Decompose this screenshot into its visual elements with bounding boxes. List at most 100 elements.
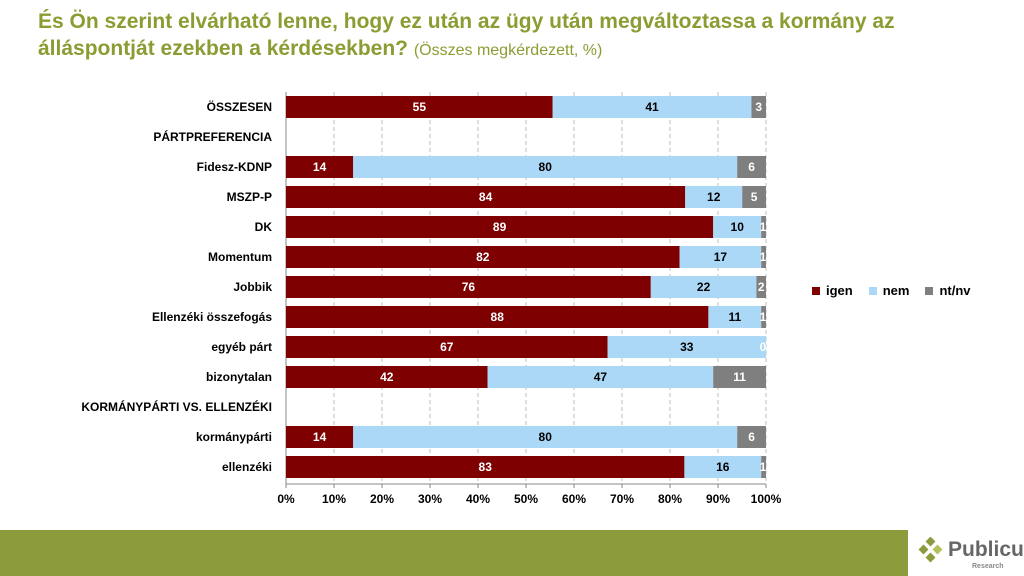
x-tick-label: 20% xyxy=(370,492,394,506)
category-label: kormánypárti xyxy=(196,430,272,444)
bar-ntnv xyxy=(761,246,766,268)
x-tick-label: 0% xyxy=(277,492,295,506)
legend-label: nt/nv xyxy=(939,283,971,298)
data-label: 14 xyxy=(313,430,327,444)
legend-swatch xyxy=(868,286,877,295)
data-label: 1 xyxy=(760,310,767,324)
bar-igen xyxy=(286,456,685,478)
legend-item: nem xyxy=(868,283,910,298)
bar-nem xyxy=(684,456,762,478)
bar-nem xyxy=(708,306,762,328)
data-label: 11 xyxy=(728,310,741,324)
data-label: 1 xyxy=(760,460,767,474)
category-label: Ellenzéki összefogás xyxy=(152,310,272,324)
bar-igen xyxy=(286,96,553,118)
bar-nem xyxy=(650,276,757,298)
bar-nem xyxy=(607,336,766,358)
bar-nem xyxy=(487,366,714,388)
bar-nem xyxy=(552,96,752,118)
logo-diamonds-icon xyxy=(918,537,943,563)
data-label: 84 xyxy=(479,190,493,204)
data-label: 33 xyxy=(680,340,694,354)
category-label: Jobbik xyxy=(233,280,272,294)
legend-label: nem xyxy=(882,283,910,298)
data-label: 1 xyxy=(760,220,767,234)
data-label: 16 xyxy=(716,460,730,474)
category-label: DK xyxy=(255,220,273,234)
bar-ntnv xyxy=(756,276,766,298)
bar-nem xyxy=(679,246,762,268)
data-label: 12 xyxy=(707,190,721,204)
data-label: 82 xyxy=(476,250,490,264)
x-tick-label: 80% xyxy=(658,492,682,506)
bar-igen xyxy=(286,186,686,208)
data-label: 41 xyxy=(645,100,659,114)
data-label: 89 xyxy=(493,220,507,234)
bar-ntnv xyxy=(751,96,766,118)
bar-igen xyxy=(286,336,608,358)
data-label: 80 xyxy=(539,430,553,444)
category-label: bizonytalan xyxy=(206,370,272,384)
data-label: 2 xyxy=(758,280,765,294)
bar-ntnv xyxy=(761,216,766,238)
category-label: PÁRTPREFERENCIA xyxy=(153,129,272,144)
logo-tagline: Research xyxy=(972,563,1004,570)
x-tick-label: 10% xyxy=(322,492,346,506)
legend-label: igen xyxy=(826,283,853,298)
bar-ntnv xyxy=(713,366,766,388)
x-tick-label: 30% xyxy=(418,492,442,506)
data-label: 10 xyxy=(731,220,745,234)
bar-igen xyxy=(286,426,354,448)
bar-igen xyxy=(286,276,651,298)
category-label: ellenzéki xyxy=(222,460,272,474)
category-label: MSZP-P xyxy=(227,190,272,204)
category-label: KORMÁNYPÁRTI VS. ELLENZÉKI xyxy=(81,399,272,414)
x-tick-label: 100% xyxy=(751,492,782,506)
x-tick-label: 60% xyxy=(562,492,586,506)
category-label: Fidesz-KDNP xyxy=(197,160,272,174)
data-label: 11 xyxy=(733,370,746,384)
data-label: 14 xyxy=(313,160,327,174)
title-subtitle: (Összes megkérdezett, %) xyxy=(413,42,603,59)
title-main: És Ön szerint elvárható lenne, hogy ez u… xyxy=(38,10,895,60)
data-label: 6 xyxy=(748,430,755,444)
data-label: 17 xyxy=(714,250,728,264)
legend-swatch xyxy=(925,286,934,295)
data-label: 42 xyxy=(380,370,394,384)
data-label: 1 xyxy=(760,250,767,264)
data-label: 0 xyxy=(760,340,767,354)
data-label: 76 xyxy=(462,280,476,294)
logo-name: Publicus xyxy=(948,538,1024,561)
data-label: 6 xyxy=(748,160,755,174)
data-label: 47 xyxy=(594,370,608,384)
data-label: 83 xyxy=(479,460,493,474)
data-label: 80 xyxy=(539,160,553,174)
chart-title: És Ön szerint elvárható lenne, hogy ez u… xyxy=(38,8,998,64)
footer-band xyxy=(0,530,908,576)
legend-item: igen xyxy=(812,283,853,298)
bar-ntnv xyxy=(737,426,766,448)
bar-igen xyxy=(286,306,709,328)
x-tick-label: 50% xyxy=(514,492,538,506)
publicus-logo: Publicus Research xyxy=(918,537,1024,570)
bar-ntnv xyxy=(737,156,766,178)
bar-igen xyxy=(286,156,354,178)
legend-item: nt/nv xyxy=(925,283,971,298)
bar-igen xyxy=(286,216,714,238)
bar-ntnv xyxy=(742,186,766,208)
data-label: 5 xyxy=(751,190,758,204)
bar-igen xyxy=(286,366,488,388)
x-tick-label: 90% xyxy=(706,492,730,506)
x-tick-label: 70% xyxy=(610,492,634,506)
legend: igen nem nt/nv xyxy=(812,283,971,298)
bar-igen xyxy=(286,246,680,268)
bar-nem xyxy=(713,216,762,238)
data-label: 22 xyxy=(697,280,711,294)
bar-nem xyxy=(353,426,738,448)
category-label: Momentum xyxy=(208,250,272,264)
legend-swatch xyxy=(812,286,820,295)
data-label: 3 xyxy=(755,100,762,114)
data-label: 67 xyxy=(440,340,454,354)
bar-ntnv xyxy=(761,456,766,478)
